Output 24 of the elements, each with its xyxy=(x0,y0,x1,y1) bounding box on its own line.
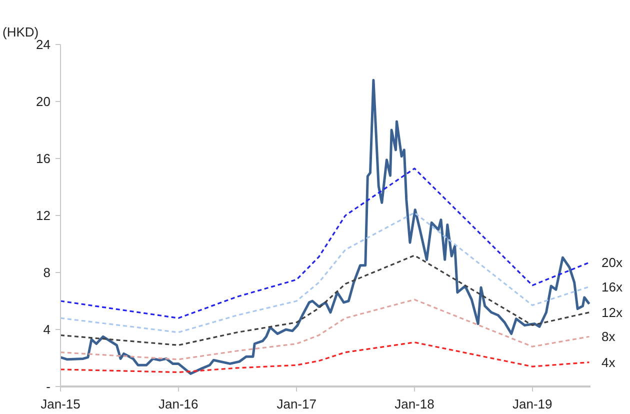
series-label: 20x xyxy=(602,255,623,270)
series-label: 8x xyxy=(602,329,616,344)
y-tick-label: 16 xyxy=(36,151,51,166)
line-series xyxy=(60,168,590,319)
x-tick-label: Jan-19 xyxy=(512,396,552,412)
line-series xyxy=(60,342,590,374)
line-series xyxy=(60,254,590,346)
x-tick-label: Jan-17 xyxy=(276,396,316,412)
y-tick-label: 4 xyxy=(43,322,51,337)
y-axis-title: (HKD) xyxy=(2,24,39,40)
y-tick-label: 8 xyxy=(43,265,51,280)
line-series xyxy=(60,298,590,360)
series-label: 4x xyxy=(602,354,616,370)
x-tick-label: Jan-18 xyxy=(394,396,434,412)
series-label: 16x xyxy=(602,279,623,294)
x-tick-label: Jan-15 xyxy=(40,396,80,412)
y-tick-label: 20 xyxy=(36,94,51,109)
x-tick-label: Jan-16 xyxy=(158,396,198,412)
y-tick-label: 12 xyxy=(36,208,51,223)
line-series xyxy=(60,78,590,375)
series-label: 12x xyxy=(602,304,623,320)
y-tick-label: 24 xyxy=(36,37,51,52)
y-tick-label: - xyxy=(46,379,51,394)
line-series xyxy=(60,212,590,334)
